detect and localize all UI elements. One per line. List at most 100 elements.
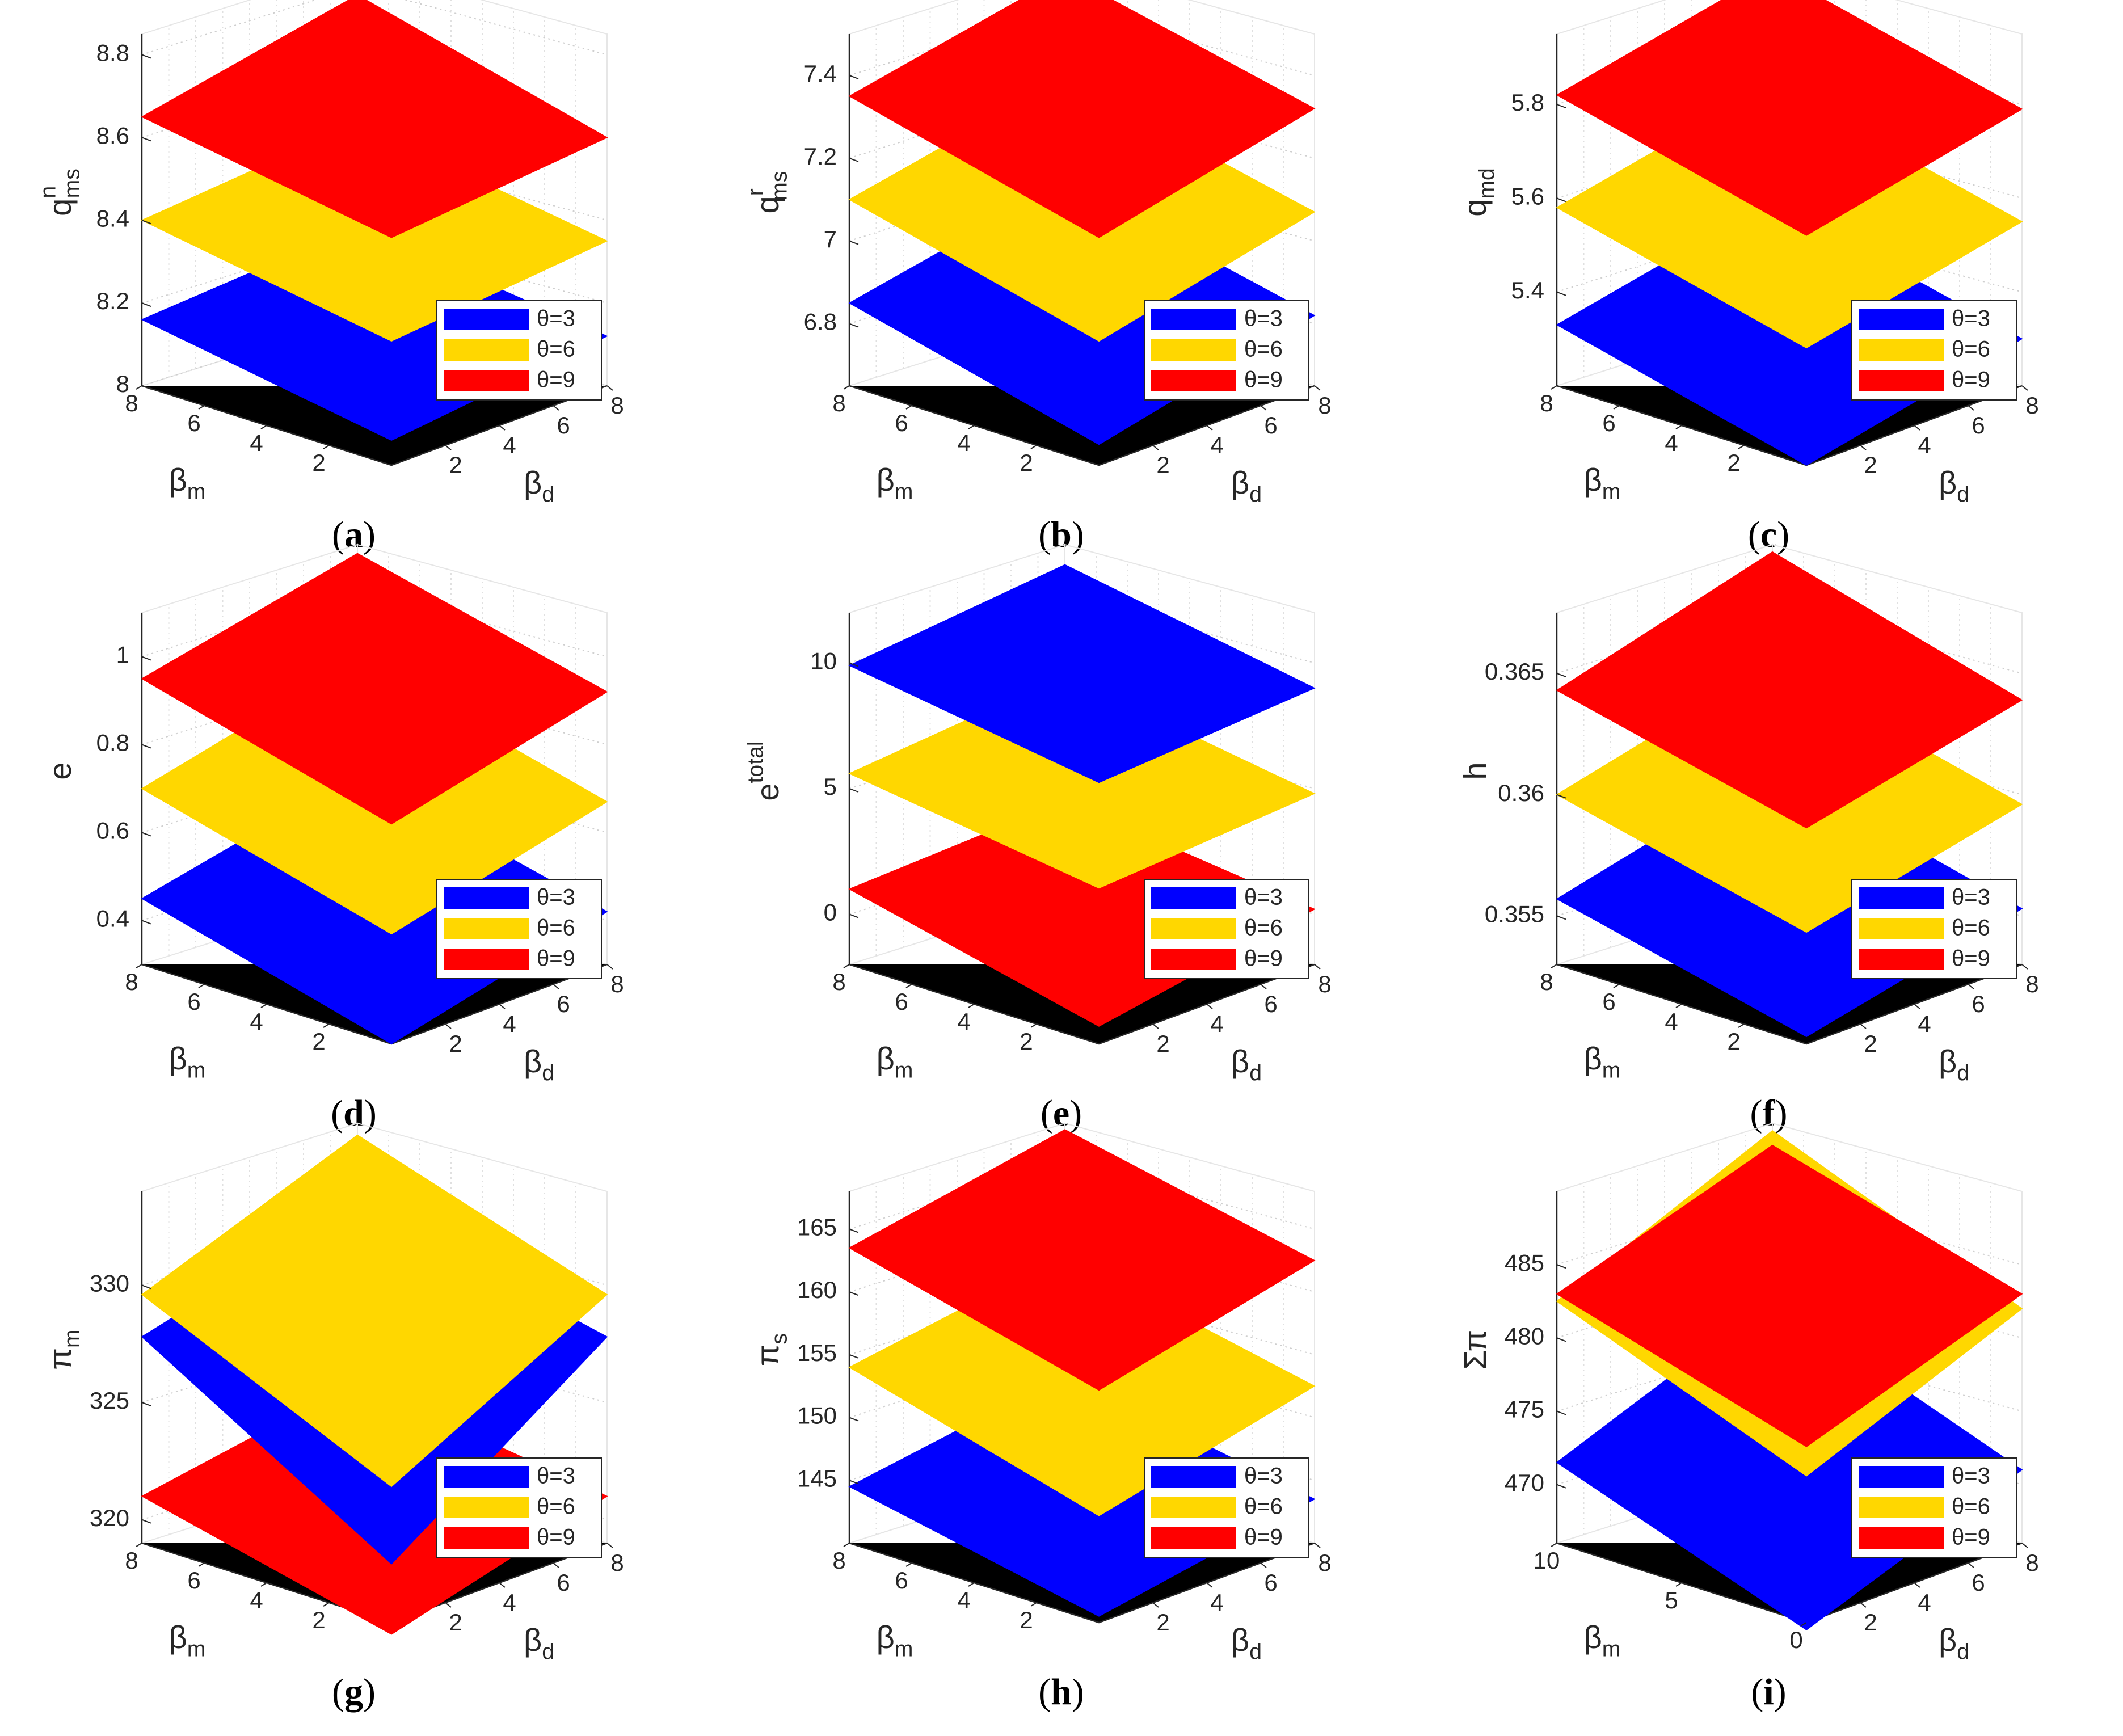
y-tick bbox=[1860, 1023, 1867, 1029]
z-tick bbox=[849, 662, 859, 667]
x-tick bbox=[136, 1543, 142, 1547]
legend-swatch bbox=[444, 949, 529, 970]
surface-theta-9 bbox=[141, 0, 608, 238]
legend-swatch bbox=[1859, 949, 1944, 970]
z-tick-label: 7.2 bbox=[804, 143, 837, 170]
x-tick-label: 8 bbox=[832, 390, 845, 416]
svg-text:πs: πs bbox=[749, 1333, 792, 1366]
z-tick-label: 330 bbox=[90, 1270, 129, 1296]
legend-swatch bbox=[444, 918, 529, 939]
y-tick bbox=[1968, 405, 1974, 411]
surface-theta-9 bbox=[1556, 551, 2023, 829]
y-tick bbox=[445, 1023, 452, 1029]
svg-text:βd: βd bbox=[524, 1043, 554, 1086]
y-tick bbox=[1914, 1004, 1920, 1009]
y-tick bbox=[1314, 1543, 1321, 1548]
x-tick-label: 8 bbox=[1540, 968, 1553, 995]
x-tick bbox=[968, 425, 975, 429]
svg-text:e: e bbox=[42, 762, 78, 779]
z-tick-label: 0 bbox=[824, 899, 837, 926]
legend-swatch bbox=[1859, 918, 1944, 939]
x-tick bbox=[260, 1582, 267, 1587]
y-tick-label: 8 bbox=[1318, 392, 1331, 419]
y-tick-label: 8 bbox=[610, 1549, 624, 1576]
legend-label: θ=6 bbox=[537, 1494, 575, 1519]
y-tick bbox=[1152, 445, 1159, 450]
y-axis-label: βd bbox=[524, 465, 554, 507]
svg-text:βm: βm bbox=[1584, 1040, 1621, 1083]
panel-caption: (f) bbox=[1750, 1093, 1788, 1134]
x-axis-label: βm bbox=[169, 1619, 206, 1662]
panel-caption-letter: g bbox=[344, 1671, 363, 1713]
x-tick bbox=[323, 445, 330, 449]
y-tick-label: 8 bbox=[2025, 392, 2038, 419]
z-tick bbox=[141, 54, 151, 59]
legend: θ=3 θ=6 θ=9 bbox=[436, 879, 602, 979]
y-tick bbox=[1260, 984, 1267, 989]
y-tick bbox=[445, 445, 452, 450]
panel-caption: (a) bbox=[332, 514, 376, 555]
y-tick-label: 2 bbox=[1156, 1030, 1169, 1057]
y-tick bbox=[1206, 1004, 1213, 1009]
x-tick-label: 6 bbox=[895, 1567, 908, 1594]
x-tick bbox=[136, 964, 142, 968]
svg-text:βm: βm bbox=[169, 462, 206, 504]
z-tick-label: 165 bbox=[797, 1214, 837, 1241]
legend: θ=3 θ=6 θ=9 bbox=[436, 300, 602, 401]
panel-caption-letter: h bbox=[1051, 1671, 1072, 1713]
legend-swatch bbox=[1151, 339, 1236, 361]
z-tick bbox=[1556, 104, 1566, 108]
z-tick bbox=[1556, 1337, 1566, 1342]
x-tick-label: 4 bbox=[957, 1008, 970, 1035]
x-tick-label: 2 bbox=[312, 1028, 325, 1055]
legend-swatch bbox=[444, 339, 529, 361]
legend-label: θ=6 bbox=[1244, 337, 1283, 362]
panel-caption-letter: i bbox=[1763, 1671, 1774, 1713]
legend: θ=3 θ=6 θ=9 bbox=[436, 1457, 602, 1558]
y-axis-label: βd bbox=[1231, 1043, 1262, 1086]
z-tick bbox=[141, 744, 151, 749]
x-axis-label: βm bbox=[877, 1619, 913, 1662]
panel-caption-letter: a bbox=[344, 514, 363, 555]
surface-plot-a: 8 8.2 8.4 8.6 8.8 qnms 8 6 4 2 βm 2 4 6 8 βd θ=3 θ=6 θ=9 bbox=[36, 0, 624, 507]
legend: θ=3 θ=6 θ=9 bbox=[1851, 879, 2017, 979]
y-tick-label: 4 bbox=[503, 1589, 516, 1616]
legend-label: θ=3 bbox=[537, 306, 575, 331]
y-tick bbox=[1206, 425, 1213, 431]
x-axis-label: βm bbox=[1584, 1040, 1621, 1083]
z-axis-label: πm bbox=[42, 1329, 85, 1370]
y-tick-label: 8 bbox=[2025, 1549, 2038, 1576]
svg-text:qrms: qrms bbox=[744, 171, 792, 214]
legend-swatch bbox=[1859, 339, 1944, 361]
surface-plot-c: 5.4 5.6 5.8 qmd 8 6 4 2 βm 2 4 6 8 βd θ=3 θ=6 θ=9 bbox=[1457, 0, 2039, 507]
z-tick-label: 0.36 bbox=[1498, 779, 1544, 806]
panel-caption-letter: e bbox=[1052, 1093, 1070, 1134]
z-tick-label: 155 bbox=[797, 1339, 837, 1366]
x-tick-label: 6 bbox=[187, 988, 200, 1015]
z-tick bbox=[141, 1402, 151, 1406]
z-tick bbox=[1556, 1264, 1566, 1269]
svg-text:βd: βd bbox=[1231, 465, 1262, 507]
y-tick bbox=[1968, 984, 1974, 989]
y-tick-label: 6 bbox=[557, 1569, 570, 1596]
z-tick bbox=[141, 1519, 151, 1524]
y-axis-label: βd bbox=[1939, 1622, 1969, 1665]
legend-label: θ=3 bbox=[1952, 1464, 1990, 1489]
legend-label: θ=6 bbox=[1244, 916, 1283, 941]
legend-label: θ=3 bbox=[1952, 885, 1990, 910]
y-tick bbox=[1152, 1023, 1159, 1029]
svg-text:qnms: qnms bbox=[36, 168, 85, 216]
legend-label: θ=9 bbox=[1244, 946, 1283, 971]
x-tick-label: 4 bbox=[250, 1008, 263, 1035]
z-tick-label: 475 bbox=[1505, 1396, 1544, 1423]
z-tick-label: 6.8 bbox=[804, 309, 837, 335]
legend-swatch bbox=[444, 370, 529, 391]
x-tick-label: 8 bbox=[125, 390, 138, 416]
panel-caption-letter: c bbox=[1760, 514, 1777, 555]
x-tick-label: 2 bbox=[1727, 1028, 1740, 1055]
y-tick bbox=[606, 964, 613, 970]
legend: θ=3 θ=6 θ=9 bbox=[1851, 1457, 2017, 1558]
x-tick bbox=[198, 1562, 205, 1567]
z-tick-label: 0.6 bbox=[96, 818, 129, 844]
x-tick-label: 4 bbox=[250, 1587, 263, 1613]
